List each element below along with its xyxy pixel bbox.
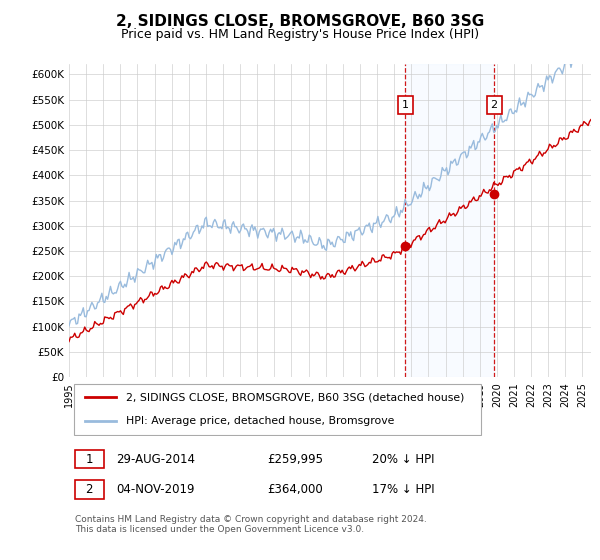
Text: £259,995: £259,995 (268, 452, 323, 466)
Bar (406, 64, 494, 377)
Text: Contains HM Land Registry data © Crown copyright and database right 2024.
This d: Contains HM Land Registry data © Crown c… (75, 515, 427, 534)
FancyBboxPatch shape (74, 384, 481, 435)
Text: 20% ↓ HPI: 20% ↓ HPI (372, 452, 434, 466)
Text: Price paid vs. HM Land Registry's House Price Index (HPI): Price paid vs. HM Land Registry's House … (121, 28, 479, 41)
Text: 17% ↓ HPI: 17% ↓ HPI (372, 483, 434, 496)
Text: £364,000: £364,000 (268, 483, 323, 496)
Text: 1: 1 (86, 452, 93, 466)
Text: 1: 1 (402, 100, 409, 110)
Text: 2, SIDINGS CLOSE, BROMSGROVE, B60 3SG: 2, SIDINGS CLOSE, BROMSGROVE, B60 3SG (116, 14, 484, 29)
FancyBboxPatch shape (75, 450, 104, 468)
Text: 2: 2 (491, 100, 497, 110)
Text: HPI: Average price, detached house, Bromsgrove: HPI: Average price, detached house, Brom… (127, 417, 395, 426)
Text: 2, SIDINGS CLOSE, BROMSGROVE, B60 3SG (detached house): 2, SIDINGS CLOSE, BROMSGROVE, B60 3SG (d… (127, 392, 465, 402)
Text: 04-NOV-2019: 04-NOV-2019 (116, 483, 194, 496)
Text: 2: 2 (86, 483, 93, 496)
FancyBboxPatch shape (75, 480, 104, 499)
Text: 29-AUG-2014: 29-AUG-2014 (116, 452, 195, 466)
